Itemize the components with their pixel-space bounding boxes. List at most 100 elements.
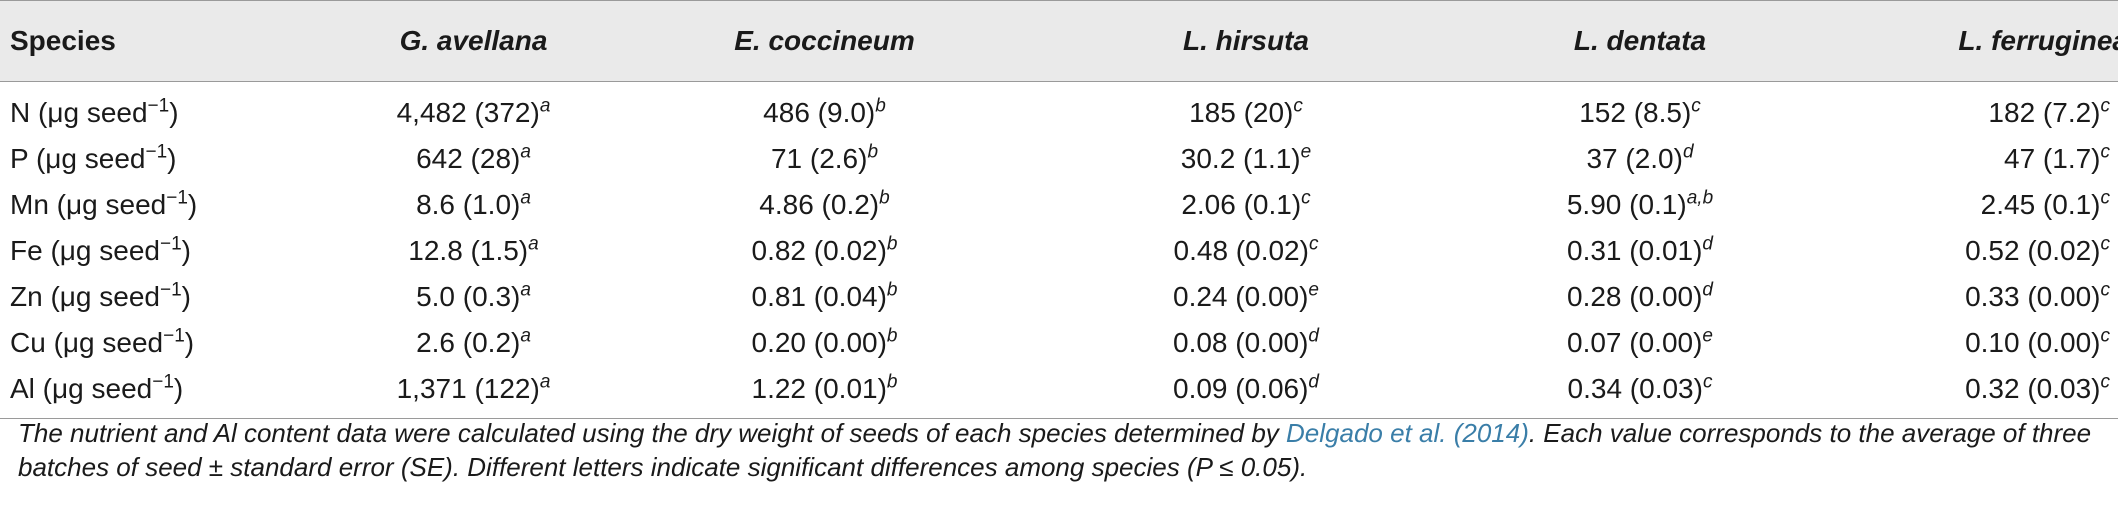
- significance-letter: c: [2100, 325, 2111, 347]
- unit-close: ): [173, 373, 184, 404]
- significance-letter: b: [875, 95, 886, 117]
- cell-value: 0.31 (0.01): [1567, 235, 1703, 266]
- unit-exponent: −1: [147, 95, 170, 117]
- table-row: Al (μg seed−1) 1,371 (122)a 1.22 (0.01)b 0.…: [0, 366, 2118, 419]
- cell-value: 12.8 (1.5): [408, 235, 529, 266]
- cell-value: 30.2 (1.1): [1180, 143, 1301, 174]
- significance-letter: c: [1301, 187, 1311, 209]
- row-label: P (μg seed−1): [0, 136, 340, 182]
- unit-close: ): [169, 97, 179, 128]
- table-cell: 0.81 (0.04)b: [607, 274, 1042, 320]
- table-cell: 0.82 (0.02)b: [607, 228, 1042, 274]
- table-cell: 1.22 (0.01)b: [607, 366, 1042, 419]
- header-row: Species G. avellana E. coccineum L. hirs…: [0, 0, 2118, 82]
- element-symbol: Fe: [10, 235, 43, 266]
- unit-label: (μg seed: [42, 281, 160, 312]
- table-cell: 0.28 (0.00)d: [1450, 274, 1830, 320]
- table-cell: 2.45 (0.1)c: [1830, 182, 2118, 228]
- table-row: Fe (μg seed−1) 12.8 (1.5)a 0.82 (0.02)b 0.4…: [0, 228, 2118, 274]
- table-cell: 182 (7.2)c: [1830, 82, 2118, 137]
- significance-letter: c: [1308, 233, 1319, 255]
- significance-letter: d: [1308, 325, 1319, 347]
- table-cell: 2.6 (0.2)a: [340, 320, 607, 366]
- header-species-2: E. coccineum: [607, 0, 1042, 82]
- cell-value: 152 (8.5): [1579, 97, 1692, 128]
- table-cell: 642 (28)a: [340, 136, 607, 182]
- unit-close: ): [184, 327, 195, 358]
- significance-letter: c: [2100, 187, 2111, 209]
- header-species-4: L. dentata: [1450, 0, 1830, 82]
- table-cell: 0.10 (0.00)c: [1830, 320, 2118, 366]
- cell-value: 0.52 (0.02): [1965, 235, 2101, 266]
- cell-value: 0.82 (0.02): [751, 235, 887, 266]
- table-row: Zn (μg seed−1) 5.0 (0.3)a 0.81 (0.04)b 0.24…: [0, 274, 2118, 320]
- table-cell: 185 (20)c: [1042, 82, 1450, 137]
- unit-label: (μg seed: [48, 189, 167, 220]
- element-symbol: Al: [10, 373, 35, 404]
- cell-value: 0.09 (0.06): [1173, 373, 1309, 404]
- table-row: P (μg seed−1) 642 (28)a 71 (2.6)b 30.2 (1.1…: [0, 136, 2118, 182]
- significance-letter: c: [1691, 95, 1701, 117]
- unit-label: (μg seed: [30, 97, 148, 128]
- significance-letter: b: [886, 279, 898, 301]
- significance-letter: c: [2100, 141, 2111, 163]
- table-row: Mn (μg seed−1) 8.6 (1.0)a 4.86 (0.2)b 2.06 …: [0, 182, 2118, 228]
- table-cell: 5.90 (0.1)a,b: [1450, 182, 1830, 228]
- significance-letter: a: [520, 141, 531, 163]
- cell-value: 71 (2.6): [770, 143, 868, 174]
- element-symbol: P: [10, 143, 29, 174]
- cell-value: 0.28 (0.00): [1567, 281, 1703, 312]
- table-cell: 0.32 (0.03)c: [1830, 366, 2118, 419]
- cell-value: 0.08 (0.00): [1173, 327, 1309, 358]
- header-species-1: G. avellana: [340, 0, 607, 82]
- table-cell: 0.07 (0.00)e: [1450, 320, 1830, 366]
- significance-letter: c: [2100, 371, 2111, 393]
- unit-label: (μg seed: [45, 327, 164, 358]
- cell-value: 8.6 (1.0): [416, 189, 521, 220]
- unit-close: ): [181, 281, 191, 312]
- footnote-text-2: . Each value corresponds to the average …: [18, 418, 2092, 482]
- row-label: Fe (μg seed−1): [0, 228, 340, 274]
- unit-exponent: −1: [163, 325, 185, 347]
- element-symbol: Zn: [10, 281, 43, 312]
- significance-letter: d: [1308, 371, 1319, 393]
- table-cell: 12.8 (1.5)a: [340, 228, 607, 274]
- significance-letter: d: [1702, 279, 1713, 301]
- table-cell: 47 (1.7)c: [1830, 136, 2118, 182]
- cell-value: 47 (1.7): [2004, 143, 2101, 174]
- significance-letter: a,b: [1686, 187, 1714, 209]
- cell-value: 0.20 (0.00): [751, 327, 887, 358]
- significance-letter: d: [1702, 233, 1713, 255]
- table-cell: 0.52 (0.02)c: [1830, 228, 2118, 274]
- significance-letter: b: [879, 187, 890, 209]
- significance-letter: a: [539, 371, 551, 393]
- table-header: Species G. avellana E. coccineum L. hirs…: [0, 0, 2118, 82]
- table-footnote: The nutrient and Al content data were ca…: [18, 416, 2108, 484]
- unit-label: (μg seed: [28, 143, 146, 174]
- table-row: Cu (μg seed−1) 2.6 (0.2)a 0.20 (0.00)b 0.08…: [0, 320, 2118, 366]
- cell-value: 4.86 (0.2): [759, 189, 880, 220]
- footnote-citation-link[interactable]: Delgado et al. (2014): [1286, 418, 1529, 448]
- significance-letter: a: [539, 95, 551, 117]
- row-label: Mn (μg seed−1): [0, 182, 340, 228]
- significance-letter: c: [2100, 279, 2111, 301]
- table-row: N (μg seed−1) 4,482 (372)a 486 (9.0)b 185 (…: [0, 82, 2118, 137]
- table-cell: 1,371 (122)a: [340, 366, 607, 419]
- significance-letter: e: [1308, 279, 1319, 301]
- unit-exponent: −1: [166, 187, 188, 209]
- significance-letter: d: [1682, 141, 1694, 163]
- table-cell: 0.34 (0.03)c: [1450, 366, 1830, 419]
- unit-close: ): [181, 235, 191, 266]
- significance-letter: a: [520, 187, 531, 209]
- significance-letter: a: [520, 325, 531, 347]
- unit-label: (μg seed: [42, 235, 160, 266]
- header-species-3: L. hirsuta: [1042, 0, 1450, 82]
- significance-letter: c: [2100, 95, 2111, 117]
- table-cell: 2.06 (0.1)c: [1042, 182, 1450, 228]
- table-cell: 4.86 (0.2)b: [607, 182, 1042, 228]
- cell-value: 1.22 (0.01): [751, 373, 887, 404]
- cell-value: 0.24 (0.00): [1173, 281, 1309, 312]
- cell-value: 0.10 (0.00): [1965, 327, 2101, 358]
- cell-value: 185 (20): [1189, 97, 1294, 128]
